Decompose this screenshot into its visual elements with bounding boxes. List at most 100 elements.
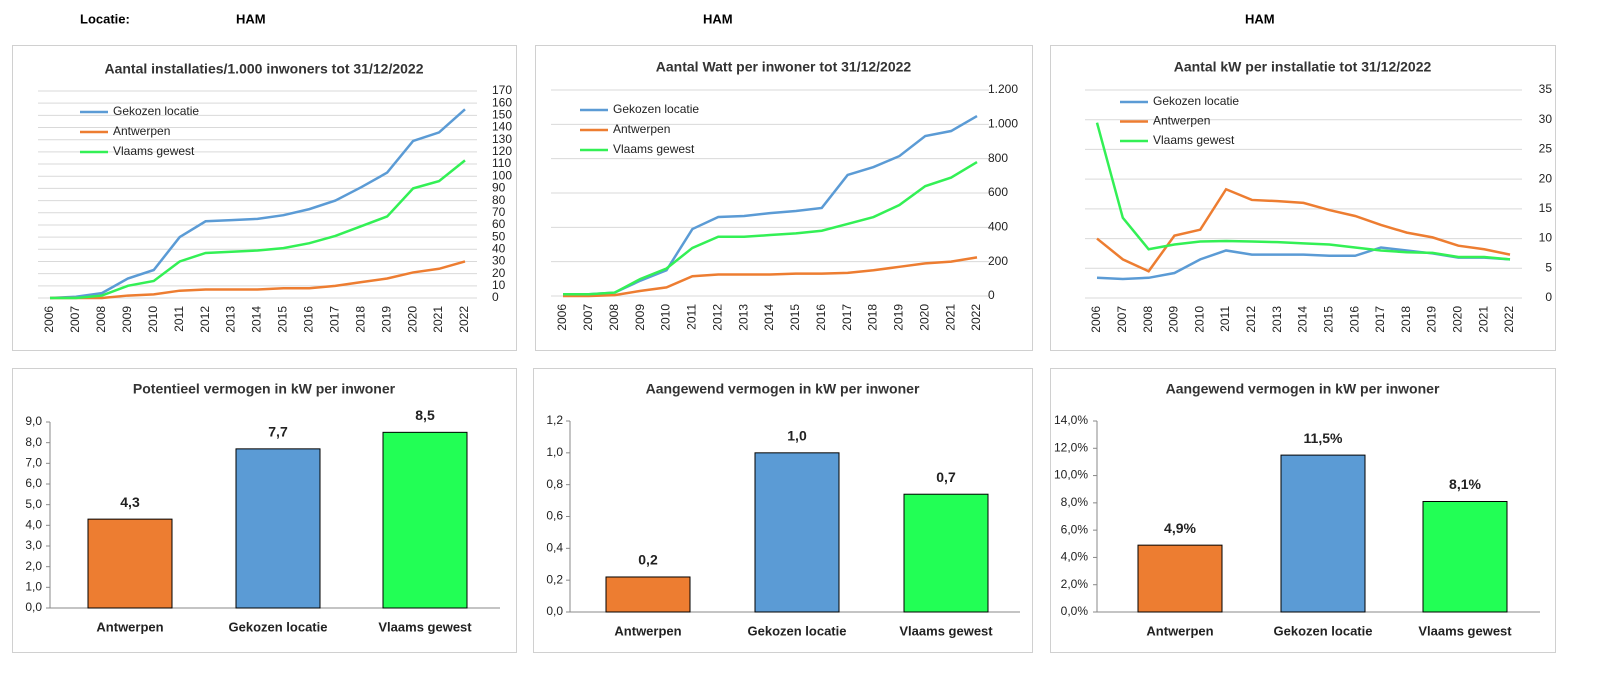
x-tick-label: 2014 xyxy=(762,304,776,331)
y-tick-label: 20 xyxy=(492,266,506,280)
value-label: 1,0 xyxy=(787,428,807,444)
y-tick-label: 4,0% xyxy=(1061,550,1089,564)
value-label: 0,2 xyxy=(638,552,658,568)
x-tick-label: 2006 xyxy=(555,304,569,331)
x-tick-label: 2007 xyxy=(68,306,82,333)
x-tick-label: 2008 xyxy=(1141,306,1155,333)
series-line xyxy=(50,159,466,300)
x-tick-label: 2022 xyxy=(1502,306,1516,333)
x-tick-label: Antwerpen xyxy=(1146,623,1213,638)
x-tick-label: 2016 xyxy=(302,306,316,333)
x-tick-label: 2010 xyxy=(659,304,673,331)
y-tick-label: 0 xyxy=(492,290,499,304)
y-tick-label: 3,0 xyxy=(25,538,42,552)
y-tick-label: 8,0% xyxy=(1061,495,1089,509)
x-tick-label: 2015 xyxy=(788,304,802,331)
y-tick-label: 9,0 xyxy=(25,414,42,428)
x-tick-label: 2012 xyxy=(198,306,212,333)
x-tick-label: 2018 xyxy=(866,304,880,331)
x-tick-label: 2020 xyxy=(405,306,419,333)
x-tick-label: 2013 xyxy=(736,304,750,331)
x-tick-label: 2021 xyxy=(1476,306,1490,333)
legend-label: Gekozen locatie xyxy=(1153,94,1239,108)
x-tick-label: 2008 xyxy=(607,304,621,331)
chart-title: Aangewend vermogen in kW per inwoner xyxy=(646,381,920,397)
y-tick-label: 5 xyxy=(1545,260,1552,274)
y-tick-label: 400 xyxy=(988,220,1008,234)
series-line xyxy=(563,256,978,298)
y-tick-label: 10 xyxy=(1539,231,1553,245)
x-tick-label: 2018 xyxy=(353,306,367,333)
value-label: 11,5% xyxy=(1304,430,1343,446)
chart-panel xyxy=(12,45,517,351)
y-tick-label: 2,0 xyxy=(25,559,42,573)
x-tick-label: 2021 xyxy=(943,304,957,331)
x-tick-label: Gekozen locatie xyxy=(229,619,328,634)
x-tick-label: 2014 xyxy=(1296,306,1310,333)
value-label: 8,1% xyxy=(1449,476,1481,492)
x-tick-label: Vlaams gewest xyxy=(1418,623,1512,638)
x-tick-label: 2013 xyxy=(224,306,238,333)
x-tick-label: 2011 xyxy=(1218,306,1232,332)
y-tick-label: 600 xyxy=(988,185,1008,199)
x-tick-label: 2009 xyxy=(633,304,647,331)
y-tick-label: 0,6 xyxy=(546,509,563,523)
value-label: 0,7 xyxy=(936,469,956,485)
series-line xyxy=(49,108,466,300)
bar xyxy=(1280,454,1366,613)
x-tick-label: 2019 xyxy=(379,306,393,333)
x-tick-label: 2013 xyxy=(1270,306,1284,333)
x-tick-label: 2020 xyxy=(917,304,931,331)
legend-label: Antwerpen xyxy=(113,124,170,138)
x-tick-label: 2017 xyxy=(327,306,341,333)
legend-label: Gekozen locatie xyxy=(113,104,199,118)
bar xyxy=(1422,500,1508,613)
y-tick-label: 35 xyxy=(1539,82,1553,96)
y-tick-label: 15 xyxy=(1539,201,1553,215)
series-line xyxy=(50,260,466,300)
y-tick-label: 0,2 xyxy=(546,572,563,586)
y-tick-label: 90 xyxy=(492,181,506,195)
y-tick-label: 1,0 xyxy=(546,445,563,459)
x-tick-label: 2007 xyxy=(1115,306,1129,333)
y-tick-label: 80 xyxy=(492,193,506,207)
y-tick-label: 5,0 xyxy=(25,497,42,511)
y-tick-label: 2,0% xyxy=(1061,577,1089,591)
y-tick-label: 12,0% xyxy=(1054,440,1088,454)
y-tick-label: 0,0 xyxy=(25,600,42,614)
chart-title: Aantal installaties/1.000 inwoners tot 3… xyxy=(104,61,423,77)
x-tick-label: 2017 xyxy=(1373,306,1387,333)
y-tick-label: 130 xyxy=(492,132,512,146)
y-tick-label: 0,0% xyxy=(1061,604,1089,618)
y-tick-label: 1,0 xyxy=(25,580,42,594)
y-tick-label: 4,0 xyxy=(25,518,42,532)
x-tick-label: 2021 xyxy=(431,306,445,333)
y-tick-label: 120 xyxy=(492,144,512,158)
y-tick-label: 25 xyxy=(1539,142,1553,156)
x-tick-label: 2022 xyxy=(457,306,471,333)
y-tick-label: 8,0 xyxy=(25,435,42,449)
y-tick-label: 1.000 xyxy=(988,117,1018,131)
legend-label: Antwerpen xyxy=(1153,114,1210,128)
legend-label: Gekozen locatie xyxy=(613,102,699,116)
y-tick-label: 0 xyxy=(988,288,995,302)
y-tick-label: 14,0% xyxy=(1054,413,1088,427)
y-tick-label: 70 xyxy=(492,205,506,219)
legend-label: Vlaams gewest xyxy=(613,142,695,156)
x-tick-label: 2015 xyxy=(1321,306,1335,333)
x-tick-label: Gekozen locatie xyxy=(748,623,847,638)
bar xyxy=(1137,544,1223,613)
y-tick-label: 0 xyxy=(1545,290,1552,304)
value-label: 4,9% xyxy=(1164,520,1196,536)
y-tick-label: 6,0% xyxy=(1061,522,1089,536)
x-tick-label: 2014 xyxy=(250,306,264,333)
bar xyxy=(903,493,989,613)
y-tick-label: 1.200 xyxy=(988,82,1018,96)
x-tick-label: Antwerpen xyxy=(614,623,681,638)
series-line xyxy=(1095,122,1511,261)
chart-title: Aangewend vermogen in kW per inwoner xyxy=(1166,381,1440,397)
x-tick-label: 2010 xyxy=(1192,306,1206,333)
value-label: 7,7 xyxy=(268,424,288,440)
y-tick-label: 6,0 xyxy=(25,476,42,490)
